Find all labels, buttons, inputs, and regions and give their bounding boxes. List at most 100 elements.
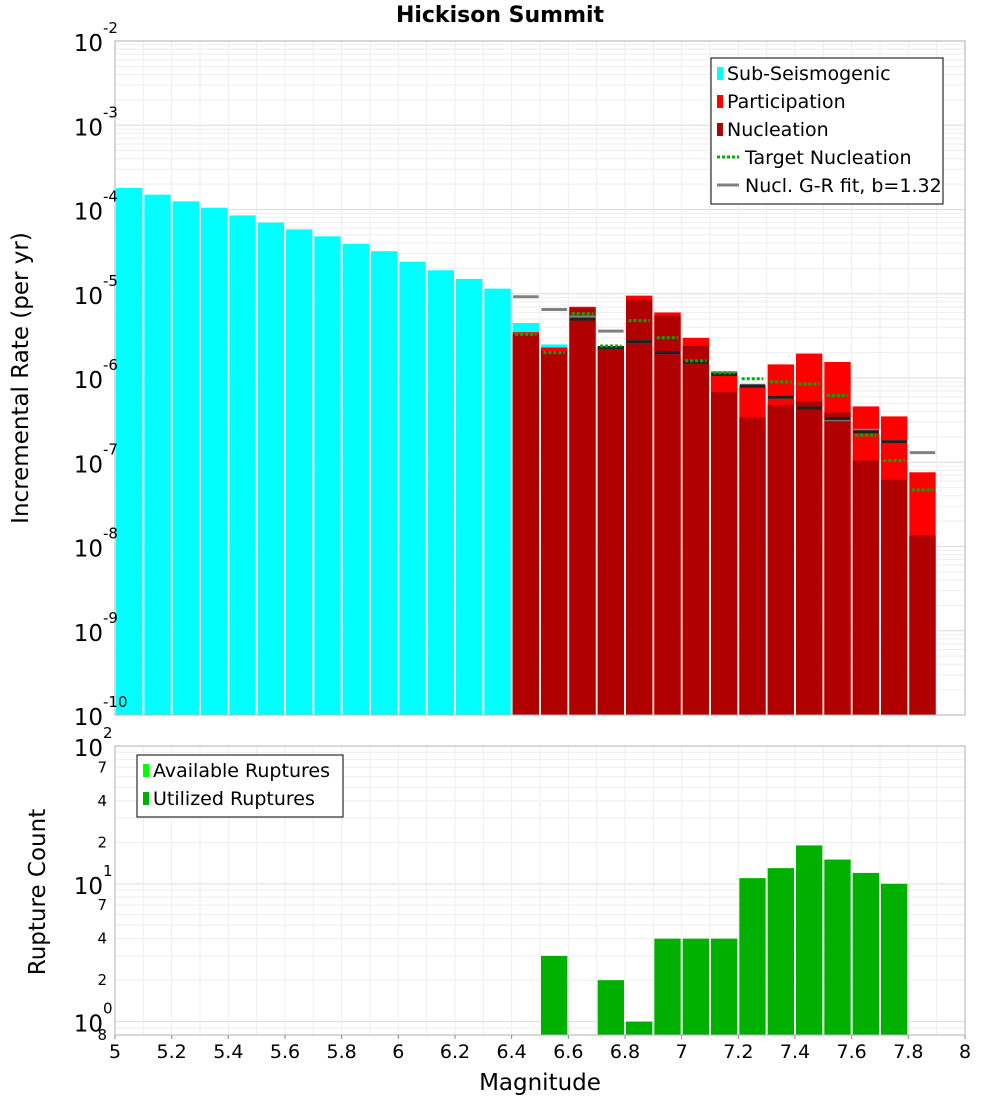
utilized-ruptures-bar bbox=[881, 883, 908, 1035]
utilized-ruptures-bar bbox=[796, 845, 823, 1035]
sub-seismogenic-bar bbox=[456, 278, 483, 715]
nucleation-bar bbox=[852, 460, 879, 715]
nucleation-bar bbox=[796, 401, 823, 715]
sub-seismogenic-bar bbox=[371, 251, 398, 716]
x-tick-label: 6.8 bbox=[610, 1041, 640, 1063]
x-tick-label: 5.2 bbox=[157, 1041, 187, 1063]
sub-seismogenic-bar bbox=[257, 222, 284, 716]
y-tick-label: 10 bbox=[74, 368, 103, 394]
bottom-plot-bars bbox=[541, 845, 908, 1035]
bottom-legend-label: Available Ruptures bbox=[153, 760, 330, 782]
bottom-legend-swatch bbox=[143, 792, 149, 805]
top-plot-legend: Sub-Seismogenic Participation Nucleation Ta… bbox=[710, 57, 944, 205]
x-tick-label: 6.2 bbox=[440, 1041, 470, 1063]
sub-seismogenic-bar bbox=[172, 201, 199, 715]
utilized-ruptures-bar bbox=[541, 955, 568, 1035]
y-tick-label: 10 bbox=[74, 115, 103, 141]
x-tick-label: 6.6 bbox=[553, 1041, 583, 1063]
bottom-plot-legend: Available Ruptures Utilized Ruptures bbox=[136, 754, 344, 818]
y-tick-exponent: -6 bbox=[103, 356, 118, 374]
x-tick-label: 6.4 bbox=[497, 1041, 527, 1063]
x-tick-label: 6 bbox=[392, 1041, 404, 1063]
x-tick-label: 5.6 bbox=[270, 1041, 300, 1063]
y-minor-tick-label: 4 bbox=[97, 930, 107, 948]
y-tick-exponent: -3 bbox=[103, 103, 118, 121]
chart-title: Hickison Summit bbox=[396, 3, 605, 28]
y-tick-exponent: -2 bbox=[103, 19, 118, 37]
x-tick-label: 5.4 bbox=[213, 1041, 243, 1063]
y-tick-exponent: -5 bbox=[103, 272, 118, 290]
nucleation-bar bbox=[597, 347, 624, 715]
x-axis-label: Magnitude bbox=[479, 1070, 601, 1096]
utilized-ruptures-bar bbox=[682, 938, 709, 1035]
nucleation-bar bbox=[682, 345, 709, 715]
y-tick-label: 10 bbox=[74, 621, 103, 647]
utilized-ruptures-bar bbox=[654, 938, 681, 1035]
sub-seismogenic-bar bbox=[286, 229, 313, 715]
y-tick-label: 10 bbox=[74, 537, 103, 563]
y-minor-tick-label: 8 bbox=[97, 1026, 107, 1044]
top-legend-label: Sub-Seismogenic bbox=[727, 63, 891, 85]
x-tick-label: 7.4 bbox=[780, 1041, 810, 1063]
nucleation-bar bbox=[824, 412, 851, 715]
top-legend-swatch bbox=[717, 123, 723, 136]
top-legend-label: Nucl. G-R fit, b=1.32 bbox=[745, 175, 942, 197]
sub-seismogenic-bar bbox=[144, 194, 171, 715]
y-tick-label: 10 bbox=[74, 1012, 103, 1038]
y-minor-tick-label: 7 bbox=[97, 896, 107, 914]
y-tick-exponent: -8 bbox=[103, 525, 118, 543]
nucleation-bar bbox=[654, 315, 681, 715]
x-tick-label: 8 bbox=[959, 1041, 971, 1063]
nucleation-bar bbox=[541, 350, 568, 715]
y-tick-exponent: 2 bbox=[103, 724, 113, 742]
bottom-legend-label: Utilized Ruptures bbox=[153, 788, 315, 810]
y-tick-label: 10 bbox=[74, 284, 103, 310]
x-tick-label: 7.8 bbox=[893, 1041, 923, 1063]
nucleation-bar bbox=[626, 299, 653, 715]
x-tick-label: 7.2 bbox=[723, 1041, 753, 1063]
y-tick-label: 10 bbox=[74, 705, 103, 731]
y-tick-label: 10 bbox=[74, 452, 103, 478]
sub-seismogenic-bar bbox=[484, 288, 511, 715]
sub-seismogenic-bar bbox=[314, 236, 341, 716]
nucleation-bar bbox=[767, 404, 794, 715]
top-legend-label: Participation bbox=[727, 91, 846, 113]
x-tick-label: 7 bbox=[676, 1041, 688, 1063]
utilized-ruptures-bar bbox=[767, 868, 794, 1035]
y-tick-exponent: 0 bbox=[103, 1000, 113, 1018]
utilized-ruptures-bar bbox=[824, 859, 851, 1035]
x-tick-label: 5 bbox=[109, 1041, 121, 1063]
top-plot-bars bbox=[116, 187, 936, 716]
bottom-plot-x-ticks: 5 5.2 5.4 5.6 5.8 6 6.2 6.4 6.6 6.8 7 7.2 7.4 7.6 7.8 8 bbox=[109, 1035, 971, 1063]
y-tick-label: 10 bbox=[74, 200, 103, 226]
y-tick-label: 10 bbox=[74, 31, 103, 57]
nucleation-bar bbox=[881, 479, 908, 715]
y-tick-exponent: -10 bbox=[103, 693, 128, 711]
y-minor-tick-label: 2 bbox=[97, 833, 107, 851]
utilized-ruptures-bar bbox=[852, 872, 879, 1035]
top-plot-frame bbox=[114, 40, 966, 716]
top-legend-box bbox=[710, 57, 944, 205]
bottom-plot-grid bbox=[114, 745, 966, 1036]
nucleation-bar bbox=[569, 307, 596, 715]
top-plot-lines bbox=[513, 295, 936, 492]
top-plot-grid bbox=[114, 41, 966, 716]
y-tick-exponent: -9 bbox=[103, 609, 118, 627]
sub-seismogenic-bar bbox=[342, 243, 369, 715]
utilized-ruptures-bar bbox=[597, 980, 624, 1035]
x-tick-label: 5.8 bbox=[327, 1041, 357, 1063]
sub-seismogenic-bar bbox=[201, 207, 228, 716]
top-legend-swatch bbox=[717, 67, 723, 80]
sub-seismogenic-bar bbox=[399, 261, 426, 715]
y-tick-exponent: -4 bbox=[103, 188, 118, 206]
y-tick-exponent: 1 bbox=[103, 862, 113, 880]
y-minor-tick-label: 4 bbox=[97, 792, 107, 810]
x-tick-label: 7.6 bbox=[837, 1041, 867, 1063]
sub-seismogenic-bar bbox=[427, 270, 454, 715]
y-minor-tick-label: 2 bbox=[97, 971, 107, 989]
top-legend-swatch bbox=[717, 95, 723, 108]
bottom-legend-swatch bbox=[143, 764, 149, 777]
